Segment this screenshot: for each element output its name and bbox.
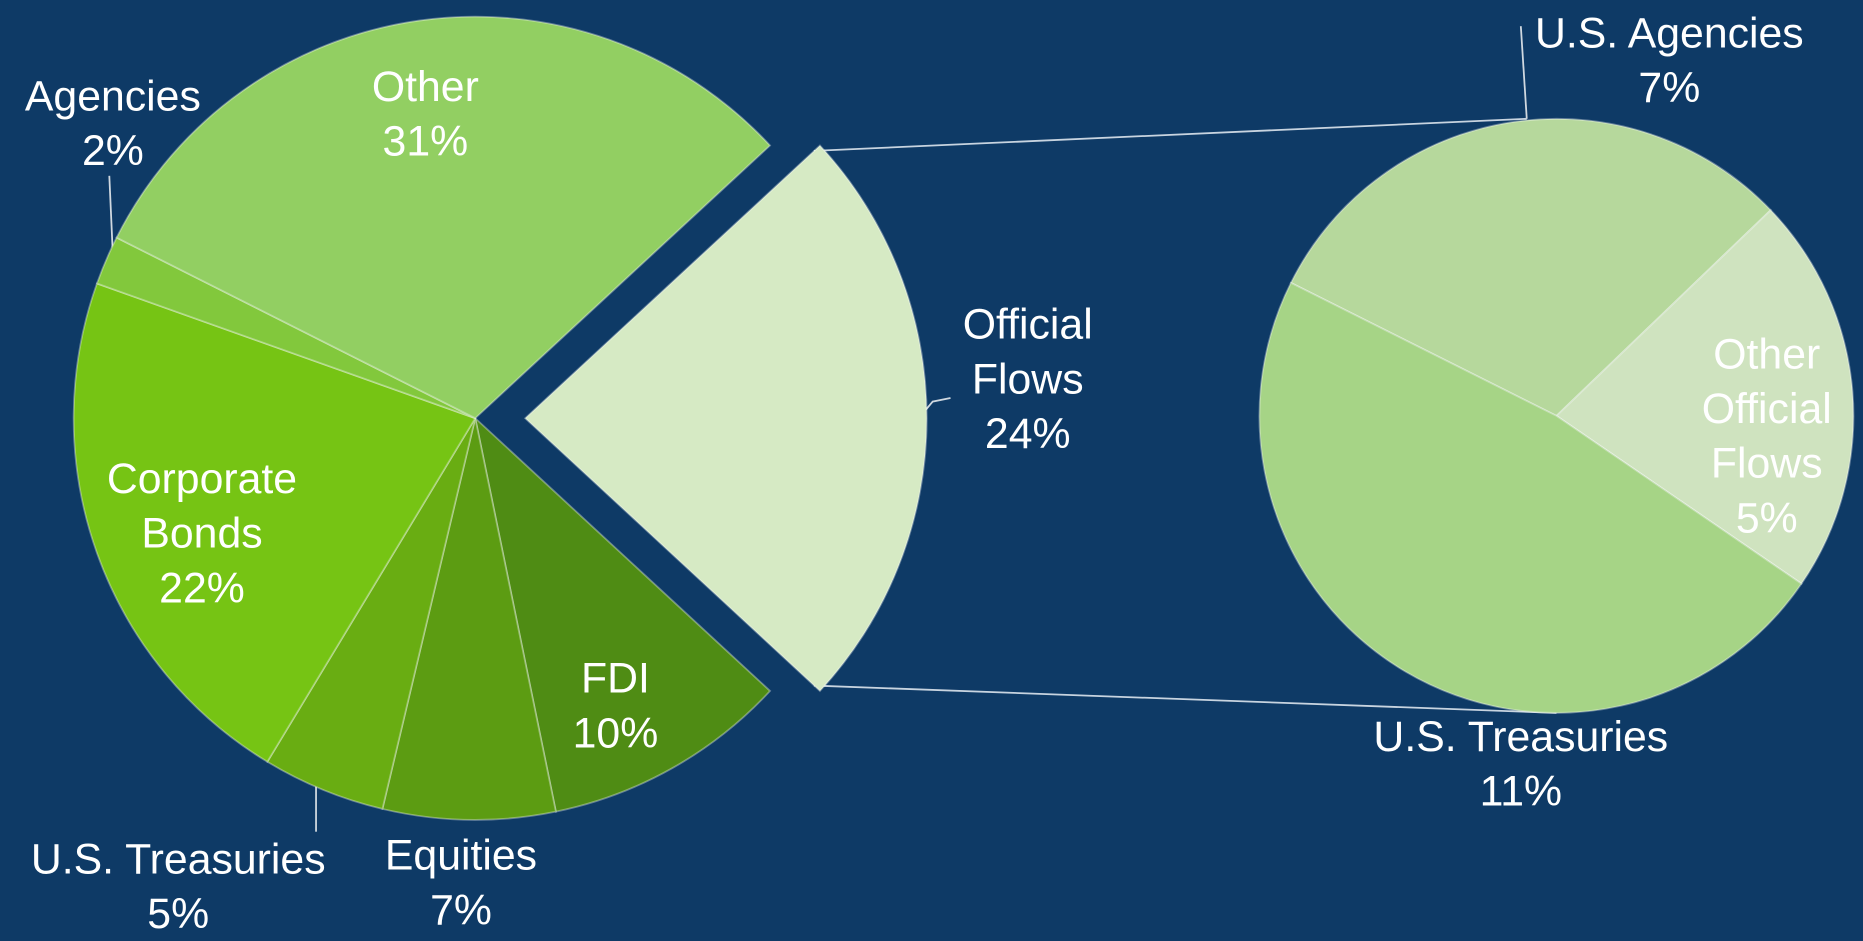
leader-line	[1519, 26, 1528, 119]
slice-name: Agencies	[24, 71, 201, 121]
slice-value: 11%	[1479, 766, 1563, 816]
slice-label: U.S. Treasuries 5%	[0, 832, 356, 941]
slice-value: 24%	[984, 408, 1071, 458]
slice-label: Official Flows 24%	[927, 297, 1129, 461]
slice-value: 22%	[159, 563, 245, 612]
slice-label: Other Official Flows 5%	[1672, 327, 1862, 546]
slice-name: Official Flows	[962, 299, 1093, 403]
pie-slice	[95, 236, 476, 420]
pie-slice	[72, 282, 477, 763]
slice-name: U.S. Agencies	[1535, 8, 1804, 58]
slice-name: Corporate Bonds	[106, 453, 298, 558]
connector-line	[813, 117, 1527, 152]
pie-slice	[1289, 117, 1772, 417]
slice-name: U.S. Treasuries	[1373, 711, 1669, 761]
slice-value: 2%	[81, 125, 144, 175]
pie-slice	[523, 144, 928, 693]
slice-value: 10%	[572, 708, 659, 757]
leader-line	[108, 175, 114, 256]
slice-label: Equities 7%	[354, 828, 568, 937]
slice-name: Other Official Flows	[1701, 329, 1832, 488]
pie-slice	[381, 418, 557, 821]
slice-label: Agencies 2%	[0, 69, 232, 178]
connector-line	[813, 684, 1557, 714]
pie-slice	[115, 15, 772, 420]
slice-value: 31%	[382, 116, 469, 166]
pie-slice	[1555, 208, 1855, 586]
slice-label: Other 31%	[330, 59, 520, 168]
pie-slice	[1258, 281, 1803, 714]
pie-slice	[266, 417, 477, 811]
slice-label: Corporate Bonds 22%	[71, 451, 332, 615]
slice-label: U.S. Treasuries 11%	[1331, 709, 1711, 818]
slice-value: 5%	[1735, 493, 1798, 542]
slice-value: 5%	[147, 888, 210, 938]
slice-value: 7%	[1638, 62, 1701, 112]
slice-name: U.S. Treasuries	[30, 834, 326, 883]
slice-label: FDI 10%	[544, 651, 687, 760]
slice-name: FDI	[581, 653, 650, 703]
slice-label: U.S. Agencies 7%	[1491, 6, 1847, 115]
slice-name: Equities	[384, 830, 538, 880]
slice-value: 7%	[430, 885, 492, 934]
pie-slice	[473, 415, 772, 813]
slice-name: Other	[371, 61, 479, 111]
